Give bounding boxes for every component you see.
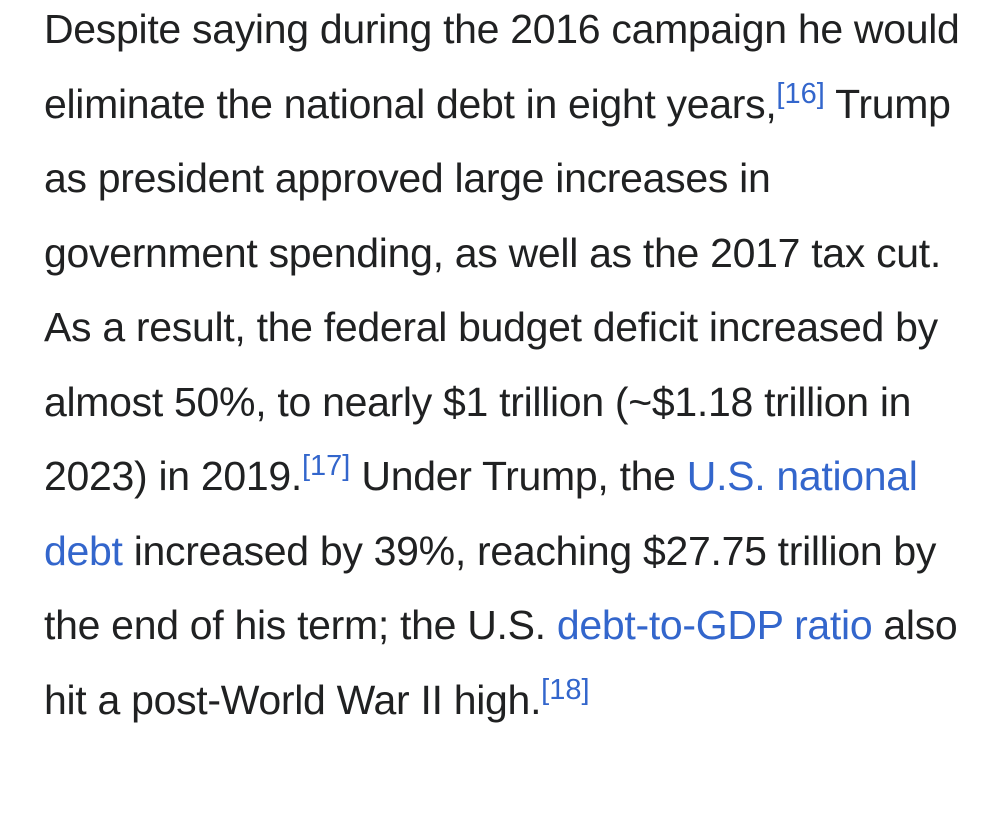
article-body: Despite saying during the 2016 campaign … (44, 0, 974, 737)
paragraph-text-3: Under Trump, the (350, 453, 687, 499)
citation-16[interactable]: [16] (776, 77, 825, 110)
link-us-national-debt[interactable]: U.S. national debt (44, 453, 918, 574)
paragraph-text-5: also hit a post-World War II high. (44, 602, 958, 723)
economy-paragraph: Despite saying during the 2016 campaign … (44, 0, 974, 737)
link-debt-to-gdp-ratio[interactable]: debt-to-GDP ratio (556, 602, 873, 648)
paragraph-text-2: Trump as president approved large increa… (44, 80, 951, 500)
paragraph-text-4: increased by 39%, reaching $27.75 trilli… (44, 527, 937, 649)
paragraph-text-1: Despite saying during the 2016 campaign … (44, 6, 960, 127)
citation-18[interactable]: [18] (541, 673, 590, 706)
citation-17[interactable]: [17] (301, 450, 351, 482)
